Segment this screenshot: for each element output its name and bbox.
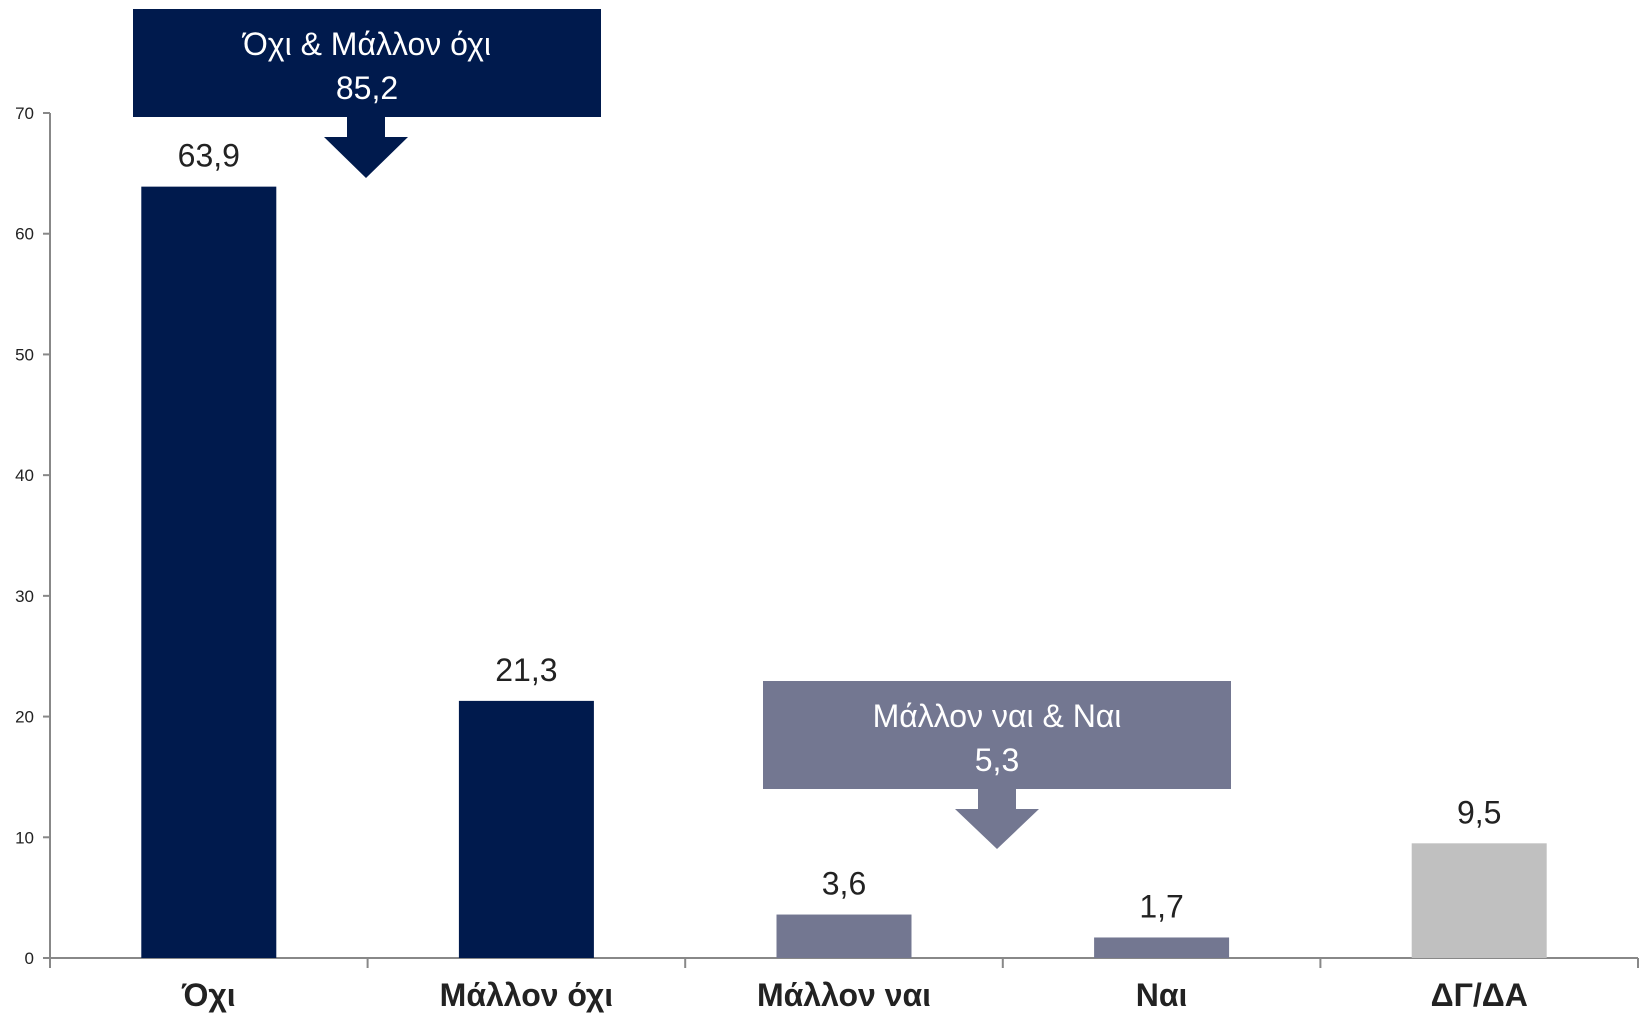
chart-axes — [49, 113, 1638, 959]
callout-box — [763, 681, 1231, 789]
x-tick-label: Μάλλον όχι — [440, 977, 613, 1013]
y-axis-ticks: 0 10 20 30 40 50 60 70 — [15, 104, 50, 968]
callout-box — [133, 9, 601, 117]
x-axis-ticks — [49, 958, 1639, 968]
callout-label: Μάλλον ναι & Ναι — [873, 698, 1122, 734]
arrow-down-icon — [324, 116, 408, 178]
callout: Μάλλον ναι & Ναι 5,3 — [763, 681, 1231, 849]
bar — [141, 186, 277, 958]
callouts: Όχι & Μάλλον όχι 85,2 Μάλλον ναι & Ναι 5,3 — [133, 9, 1231, 849]
bar — [776, 914, 912, 958]
y-tick-label: 60 — [15, 225, 34, 244]
bar — [1411, 843, 1547, 958]
bar — [458, 700, 594, 958]
data-label: 21,3 — [495, 652, 557, 688]
data-label: 3,6 — [822, 866, 866, 902]
data-label: 63,9 — [178, 138, 240, 174]
bars — [141, 186, 1547, 958]
y-tick-label: 70 — [15, 104, 34, 123]
category-labels: Όχι Μάλλον όχι Μάλλον ναι Ναι ΔΓ/ΔΑ — [181, 977, 1528, 1013]
y-tick-label: 50 — [15, 345, 34, 364]
callout-label: Όχι & Μάλλον όχι — [241, 26, 491, 62]
x-tick-label: ΔΓ/ΔΑ — [1431, 977, 1528, 1013]
y-tick-label: 20 — [15, 708, 34, 727]
y-tick-label: 0 — [25, 949, 34, 968]
data-label: 1,7 — [1139, 888, 1183, 924]
bar — [1094, 937, 1230, 958]
y-tick-label: 10 — [15, 828, 34, 847]
data-label: 9,5 — [1457, 794, 1501, 830]
callout: Όχι & Μάλλον όχι 85,2 — [133, 9, 601, 178]
arrow-down-icon — [955, 788, 1039, 849]
y-tick-label: 40 — [15, 466, 34, 485]
y-tick-label: 30 — [15, 587, 34, 606]
value-labels: 63,9 21,3 3,6 1,7 9,5 — [178, 138, 1502, 925]
x-tick-label: Όχι — [181, 977, 236, 1013]
callout-value: 5,3 — [975, 742, 1019, 778]
callout-value: 85,2 — [336, 70, 398, 106]
x-tick-label: Ναι — [1136, 977, 1188, 1013]
x-tick-label: Μάλλον ναι — [757, 977, 931, 1013]
